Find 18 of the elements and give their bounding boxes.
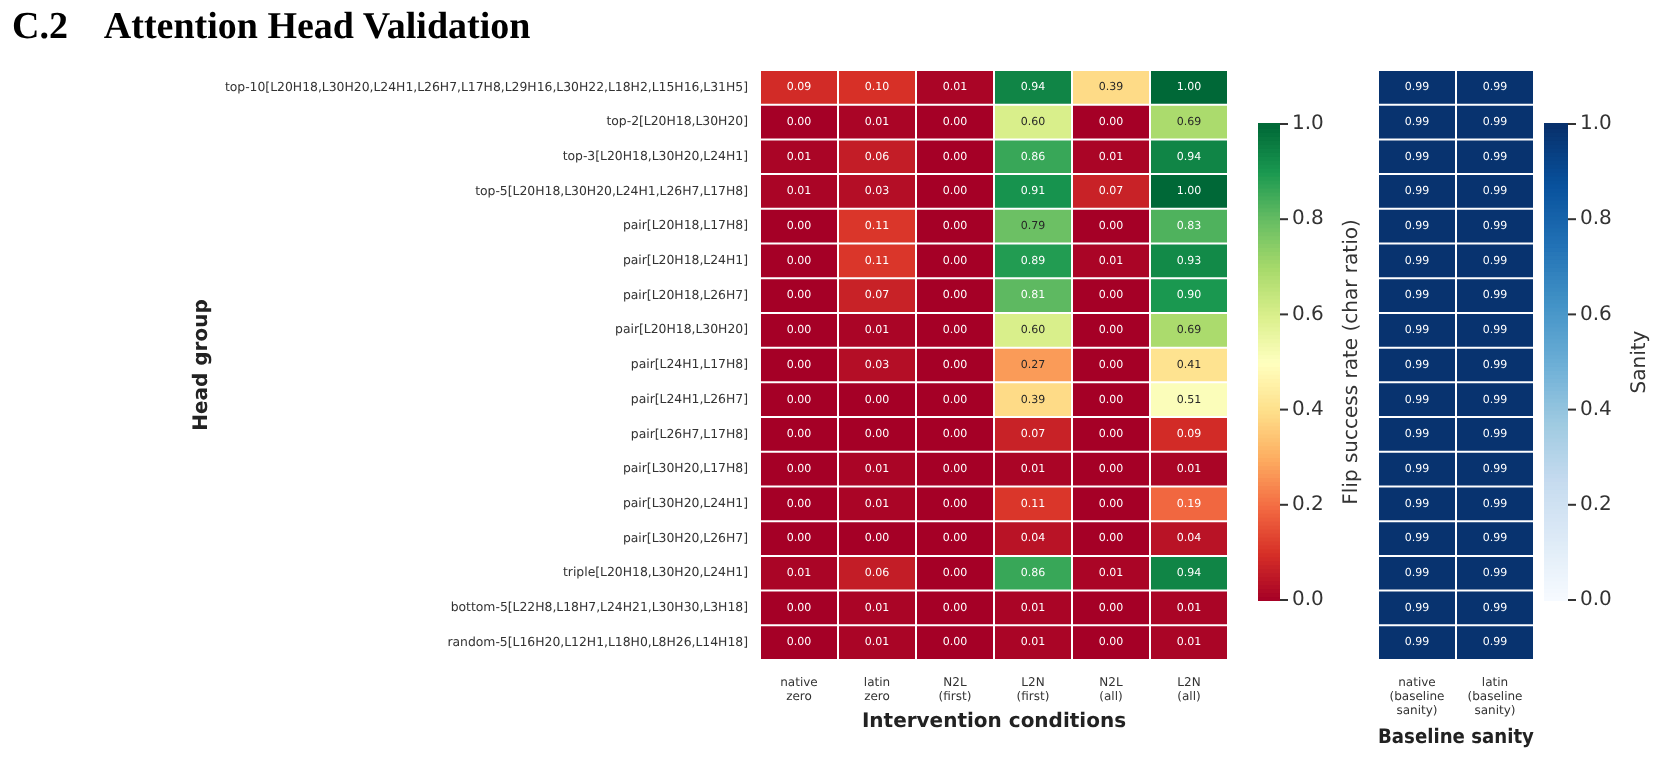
color-bar-label: 0.6 [1580, 303, 1612, 326]
color-bar-label: 0.4 [1580, 398, 1612, 421]
color-bar-label: 1.0 [1580, 113, 1612, 136]
color-bar-title: Sanity [1629, 330, 1652, 394]
color-bar-label: 0.4 [1292, 398, 1324, 421]
y-axis-title: Head group [191, 299, 214, 431]
color-bar-label: 0.0 [1580, 589, 1612, 612]
text: C.2 Attention Head Validation [12, 6, 531, 50]
x-axis-title: Baseline sanity [1378, 726, 1536, 750]
color-bar-label: 0.2 [1292, 493, 1324, 516]
color-bar-label: 0.8 [1292, 208, 1324, 231]
color-bar-title: Flip success rate (char ratio) [1341, 219, 1364, 505]
color-bar-label: 0.2 [1580, 493, 1612, 516]
color-bar-label: 0.6 [1292, 303, 1324, 326]
color-bar-label: 1.0 [1292, 113, 1324, 136]
color-bar-label: 0.8 [1580, 208, 1612, 231]
color-bar-label: 0.0 [1292, 589, 1324, 612]
x-axis-title: Intervention conditions [861, 711, 1127, 734]
